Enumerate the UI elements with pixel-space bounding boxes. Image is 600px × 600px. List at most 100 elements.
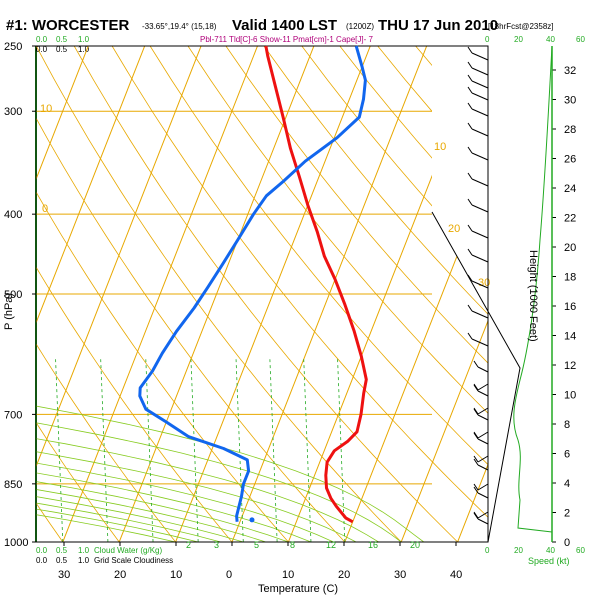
station-coords: -33.65°,19.4° (15,18) — [142, 22, 217, 31]
profiles — [138, 45, 368, 524]
isotherm-line — [62, 46, 259, 542]
dry-adiabat — [301, 46, 488, 267]
strip-top-label: 1.0 — [78, 35, 90, 44]
moist-adiabat — [36, 489, 266, 542]
wind-barb-flag — [473, 512, 479, 520]
utc-time: (1200Z) — [346, 22, 374, 31]
temperature-tick-label: 10 — [282, 569, 294, 581]
mixing-ratio-label: 3 — [214, 540, 219, 550]
height-tick-label: 4 — [564, 478, 570, 490]
wind-barb-flag — [467, 61, 473, 69]
strip-bottom-label: 0.5 — [56, 556, 68, 565]
isotherm-label: 30 — [478, 277, 490, 289]
pressure-axis: 250 300 400 500 700 850 1000 — [4, 41, 36, 549]
wind-barb — [471, 80, 489, 89]
mixing-ratio-label: 2 — [186, 540, 191, 550]
height-tick-label: 16 — [564, 301, 576, 313]
wind-barb-flag — [467, 86, 473, 94]
mixing-ratio-label: 5 — [254, 540, 259, 550]
speed-bottom-tick: 40 — [546, 546, 555, 555]
strip-bottom-label: 0.5 — [56, 546, 68, 555]
moist-adiabat — [36, 481, 289, 542]
dry-adiabat — [36, 343, 177, 542]
wind-barb — [477, 464, 489, 471]
x-axis-label: Temperature (C) — [258, 583, 338, 595]
cloudiness-caption: Grid Scale Cloudiness — [94, 556, 173, 565]
dry-adiabat — [225, 46, 488, 364]
grid-labels: 10 0 10 20 30 2 3 5 8 12 16 20 — [40, 103, 490, 550]
strip-top-label: 0.0 — [36, 45, 48, 54]
isotherm-line — [344, 175, 488, 542]
cloud-water-caption: Cloud Water (g/Kg) — [94, 546, 163, 555]
panel-mask — [432, 46, 488, 542]
wind-barb — [477, 383, 489, 391]
wind-barb — [477, 438, 489, 445]
wind-barb-flag — [473, 431, 479, 439]
wind-barb — [471, 108, 489, 117]
wind-barb — [471, 178, 489, 187]
moist-adiabat — [36, 462, 334, 542]
temperature-tick-label: 30 — [58, 569, 70, 581]
stability-indices: Pbl-711 Tld[C]-6 Show-11 Pmat[cm]-1 Cape… — [200, 35, 374, 44]
wind-barb — [477, 511, 489, 519]
isotherm-line — [36, 46, 89, 181]
isotherm-label: 10 — [40, 103, 52, 115]
mixing-ratio-line — [337, 359, 346, 542]
wind-barb — [477, 483, 489, 491]
wind-barb-flag — [473, 455, 479, 463]
wind-barb — [471, 67, 489, 76]
wind-barb-flag — [467, 146, 473, 154]
temperature-tick-label: 20 — [338, 569, 350, 581]
wind-barb — [477, 431, 489, 439]
wind-panel: 0 20 40 60 0 20 40 60 Speed (kt) Height … — [467, 35, 585, 566]
mixing-ratio-line — [269, 359, 278, 542]
isotherm-line — [457, 463, 488, 542]
wind-barb-flag — [473, 511, 479, 519]
dry-adiabat — [263, 46, 488, 315]
speed-top-tick: 0 — [485, 35, 490, 44]
wind-barb-flag — [467, 102, 473, 110]
wind-barb — [471, 92, 489, 101]
temperature-profile — [264, 45, 368, 524]
mixing-ratio-line — [235, 359, 244, 542]
mixing-ratio-line — [190, 359, 199, 542]
isotherm-line — [175, 46, 371, 542]
wind-panel-outline — [431, 211, 521, 543]
strip-bottom-label: 0.0 — [36, 556, 48, 565]
wind-barb-flag — [473, 458, 479, 466]
dry-adiabat — [187, 46, 488, 414]
wind-barb-flag — [467, 172, 473, 180]
height-tick-label: 2 — [564, 508, 570, 520]
wind-barb-flag — [467, 198, 473, 206]
isotherm-label: 20 — [448, 223, 460, 235]
height-tick-label: 0 — [564, 537, 570, 549]
isotherm-label: 0 — [42, 203, 48, 215]
wind-barb — [477, 492, 489, 499]
dry-adiabat — [149, 46, 488, 466]
wind-barb — [477, 390, 489, 397]
dry-adiabat — [36, 421, 120, 542]
wind-barb — [471, 128, 489, 137]
mixing-ratio-label: 12 — [326, 540, 336, 550]
isotherm-line — [231, 46, 428, 542]
height-tick-label: 24 — [564, 183, 576, 195]
height-tick-label: 30 — [564, 95, 576, 107]
parcel-point — [249, 517, 255, 523]
dry-adiabat — [36, 191, 289, 542]
dry-adiabat — [73, 46, 459, 542]
wind-barb-flag — [467, 248, 473, 256]
speed-top-tick: 40 — [546, 35, 555, 44]
speed-bottom-tick: 0 — [485, 546, 490, 555]
wind-barbs — [467, 46, 489, 525]
strip-bottom-label: 1.0 — [78, 546, 90, 555]
moist-adiabat — [36, 422, 402, 542]
station-title: #1: WORCESTER — [6, 17, 130, 34]
moist-adiabat — [36, 438, 379, 542]
valid-time: Valid 1400 LST — [232, 17, 337, 34]
pressure-tick-label: 250 — [4, 41, 22, 53]
mixing-ratio-line — [100, 359, 109, 542]
temperature-tick-label: 10 — [170, 569, 182, 581]
wind-barb — [471, 254, 489, 263]
wind-barb-flag — [473, 383, 479, 391]
